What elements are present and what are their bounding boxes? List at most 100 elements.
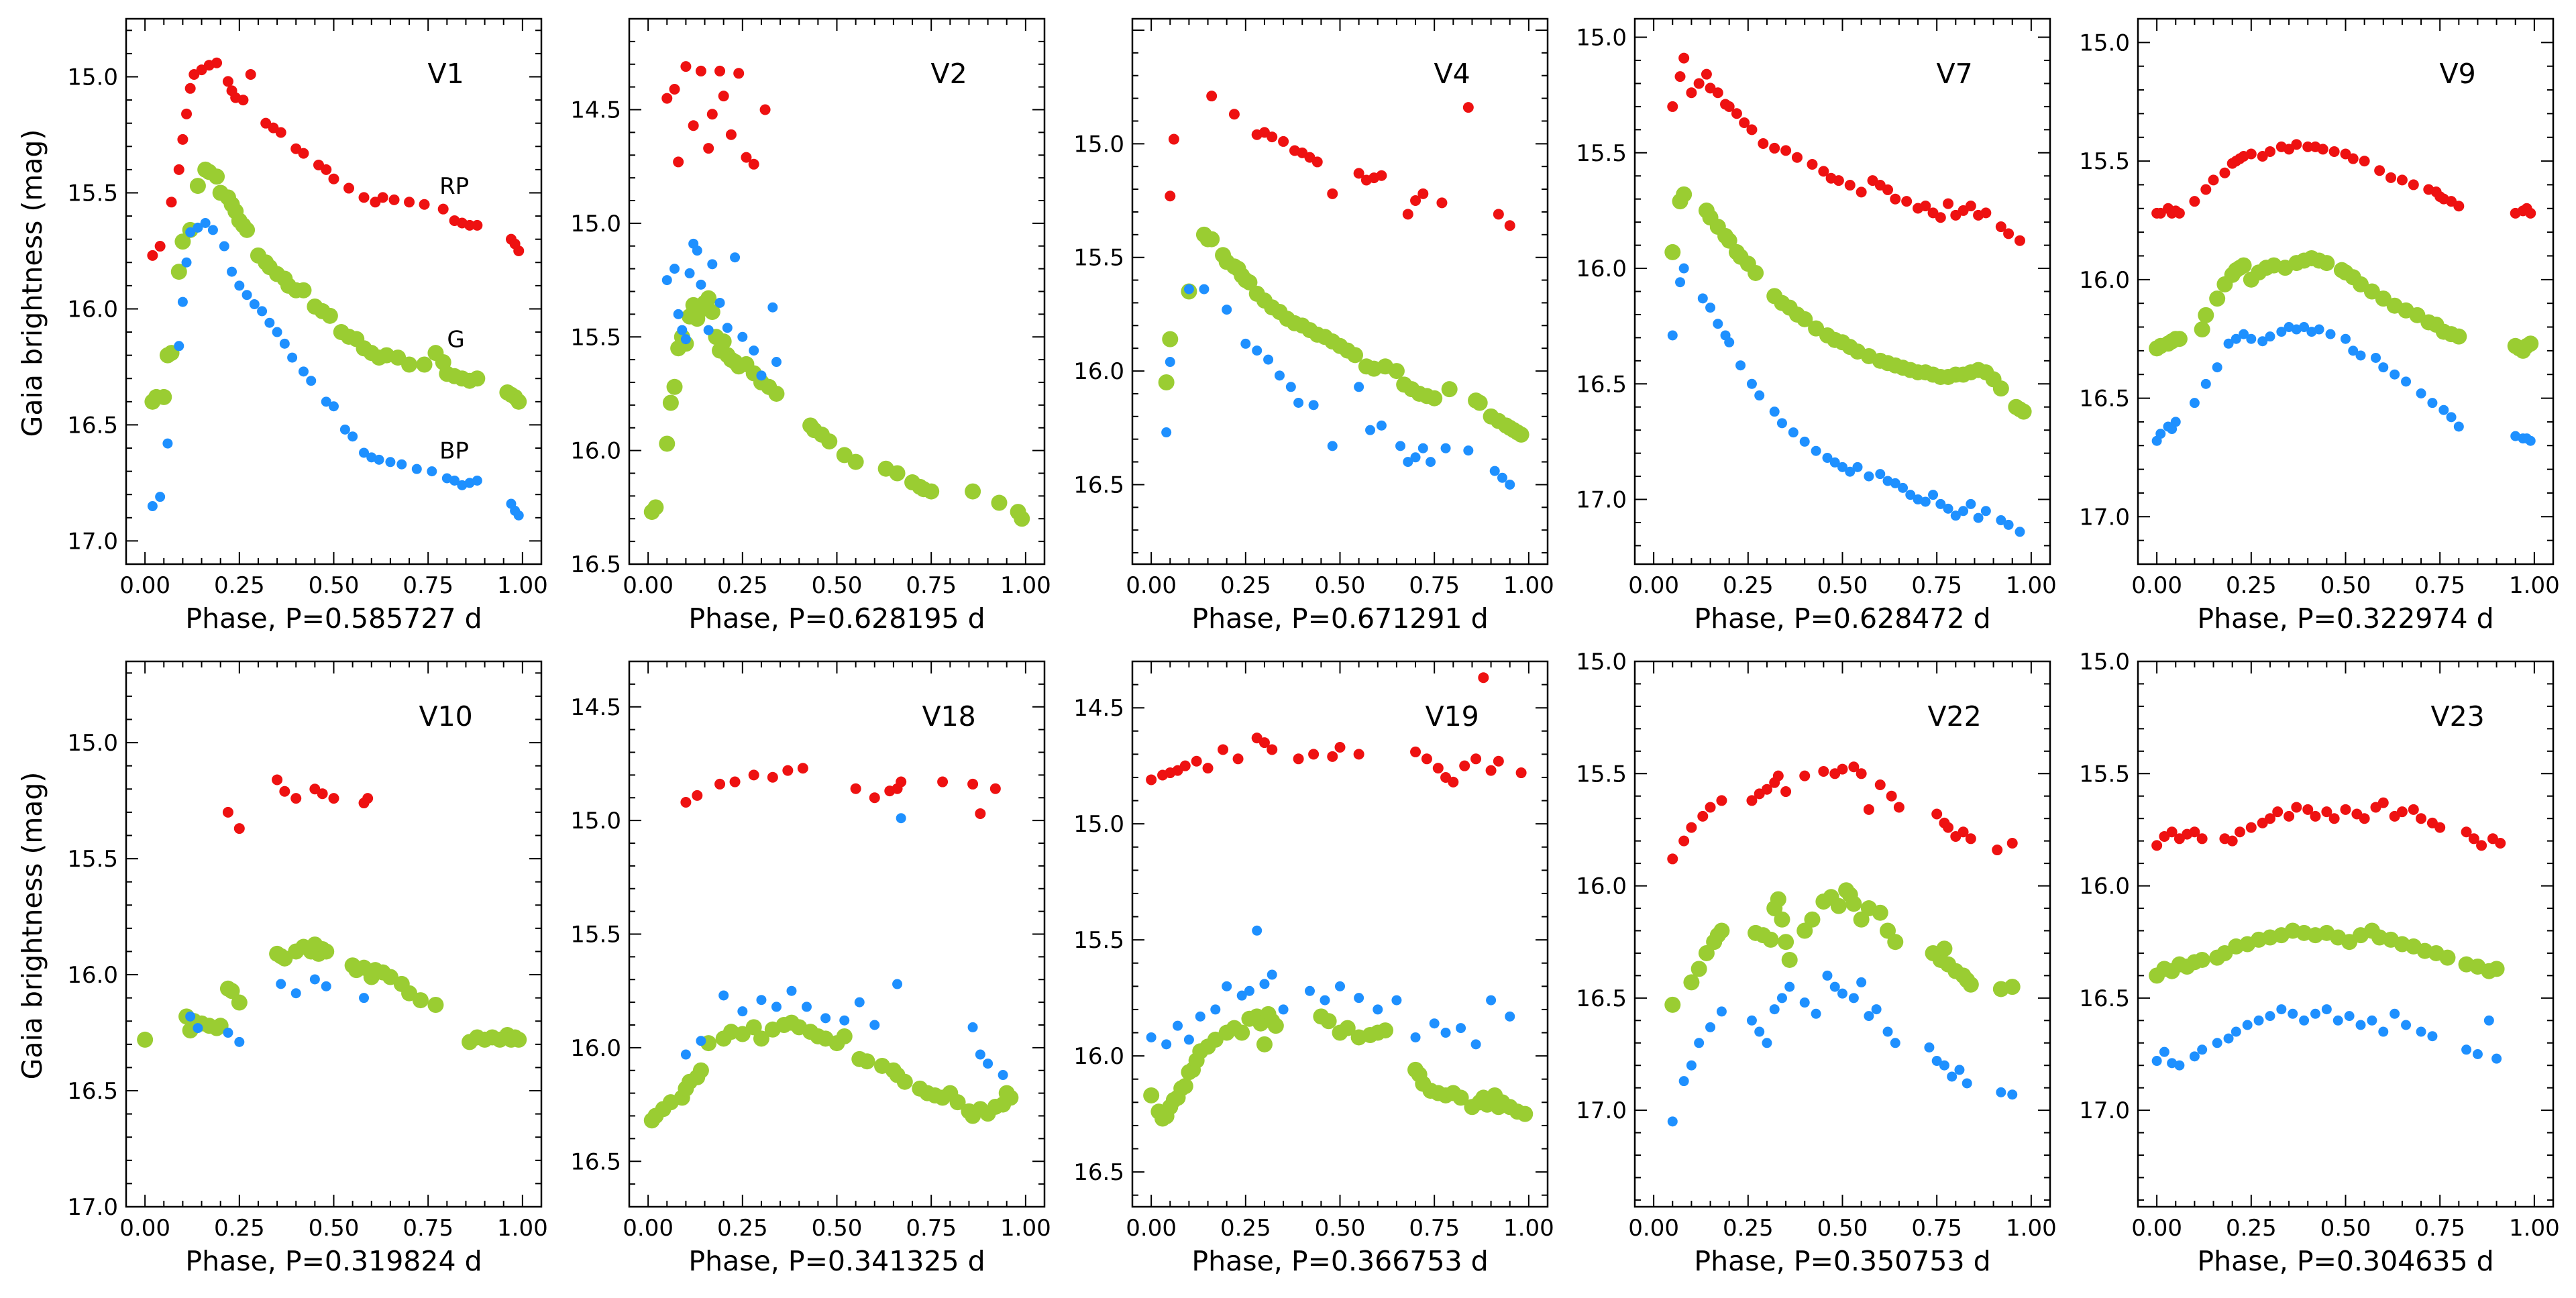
data-point-rp xyxy=(1712,87,1723,99)
data-point-g xyxy=(1992,380,2009,397)
data-point-bp xyxy=(1811,445,1821,456)
data-point-rp xyxy=(2003,228,2015,239)
data-point-bp xyxy=(801,1002,812,1012)
series-bp xyxy=(1667,970,2018,1127)
data-point-rp xyxy=(680,61,692,72)
data-point-g xyxy=(2235,257,2252,274)
data-point-bp xyxy=(2401,376,2412,387)
data-point-g xyxy=(1713,922,1730,939)
data-point-rp xyxy=(2219,167,2231,178)
data-point-rp xyxy=(669,84,680,95)
y-tick-label: 16.0 xyxy=(1576,256,1627,282)
data-point-bp xyxy=(1848,993,1859,1004)
data-point-rp xyxy=(989,783,1001,794)
data-point-bp xyxy=(2231,333,2241,344)
data-point-bp xyxy=(2189,1051,2200,1062)
data-point-g xyxy=(1517,1105,1534,1122)
data-point-rp xyxy=(1818,166,1829,177)
y-tick-label: 16.5 xyxy=(1073,1159,1124,1186)
data-point-bp xyxy=(241,290,252,301)
data-point-rp xyxy=(472,219,483,231)
data-point-rp xyxy=(767,771,778,783)
data-point-rp xyxy=(680,797,692,808)
data-point-rp xyxy=(2495,838,2506,849)
data-point-bp xyxy=(2291,324,2302,335)
y-tick-label: 14.5 xyxy=(570,97,621,124)
data-point-bp xyxy=(1426,457,1436,468)
data-point-g xyxy=(1452,1089,1469,1106)
panel-title: V10 xyxy=(419,700,473,733)
data-point-bp xyxy=(1505,479,1515,490)
data-point-rp xyxy=(404,197,415,208)
data-point-g xyxy=(991,494,1008,511)
data-point-rp xyxy=(797,763,808,774)
series-bp xyxy=(2151,1004,2502,1071)
data-point-bp xyxy=(1996,515,2006,526)
data-point-bp xyxy=(854,997,865,1008)
data-point-rp xyxy=(2189,826,2200,838)
series-bp xyxy=(661,238,782,381)
data-point-rp xyxy=(1965,201,1976,212)
data-point-rp xyxy=(1678,52,1690,64)
panel-title: V4 xyxy=(1434,58,1470,90)
band-label-rp: RP xyxy=(439,173,469,200)
data-point-bp xyxy=(1210,1004,1221,1015)
data-point-bp xyxy=(2170,417,2181,427)
data-point-bp xyxy=(896,813,906,824)
y-tick-label: 16.5 xyxy=(67,412,118,439)
data-point-bp xyxy=(692,246,702,256)
data-point-g xyxy=(896,1073,913,1090)
series-rp xyxy=(147,57,525,261)
data-point-bp xyxy=(457,480,468,490)
x-tick-label: 0.50 xyxy=(2320,1215,2371,1242)
series-g xyxy=(1664,882,2021,1013)
data-point-rp xyxy=(222,76,233,87)
data-point-bp xyxy=(2007,1089,2018,1100)
data-point-bp xyxy=(1947,1071,1957,1082)
data-point-rp xyxy=(2434,822,2446,833)
data-point-g xyxy=(1320,1013,1337,1030)
data-point-rp xyxy=(661,93,673,104)
data-point-bp xyxy=(1962,1078,1972,1089)
data-point-bp xyxy=(1705,303,1716,313)
data-point-bp xyxy=(1762,1038,1772,1048)
data-point-bp xyxy=(707,259,718,270)
data-point-rp xyxy=(2006,838,2018,849)
data-point-bp xyxy=(298,366,309,377)
data-point-rp xyxy=(1436,197,1448,209)
data-point-rp xyxy=(222,806,233,818)
data-point-g xyxy=(2439,949,2456,966)
data-point-rp xyxy=(147,250,158,261)
data-point-rp xyxy=(1980,207,1992,219)
panel-title: V9 xyxy=(2440,58,2476,90)
x-axis-label: Phase, P=0.671291 d xyxy=(1191,602,1488,635)
x-tick-label: 1.00 xyxy=(2006,572,2057,599)
data-point-bp xyxy=(1890,478,1900,488)
data-point-bp xyxy=(975,1049,985,1060)
x-tick-label: 0.25 xyxy=(214,1215,265,1242)
data-point-bp xyxy=(1769,1004,1780,1015)
data-point-g xyxy=(692,1062,709,1079)
series-g xyxy=(1158,226,1529,443)
data-point-bp xyxy=(2155,429,2166,439)
data-point-bp xyxy=(2276,327,2287,337)
data-point-rp xyxy=(166,197,177,208)
data-point-bp xyxy=(329,401,339,412)
x-tick-label: 0.00 xyxy=(1126,572,1177,599)
data-point-rp xyxy=(1931,808,1943,820)
data-point-bp xyxy=(1146,1032,1157,1042)
data-point-rp xyxy=(2291,802,2302,813)
series-g xyxy=(1143,1006,1534,1127)
data-point-g xyxy=(295,282,312,299)
x-tick-label: 0.00 xyxy=(1628,572,1679,599)
data-point-g xyxy=(1441,381,1458,398)
y-tick-label: 16.0 xyxy=(67,962,118,989)
x-tick-label: 1.00 xyxy=(1000,1215,1051,1242)
data-point-bp xyxy=(1222,305,1232,315)
x-axis-label: Phase, P=0.350753 d xyxy=(1694,1245,1990,1277)
data-point-bp xyxy=(1365,425,1376,435)
data-point-g xyxy=(1774,911,1790,928)
panel-title: V23 xyxy=(2431,700,2485,733)
data-point-bp xyxy=(684,268,695,278)
data-point-rp xyxy=(1874,779,1886,791)
